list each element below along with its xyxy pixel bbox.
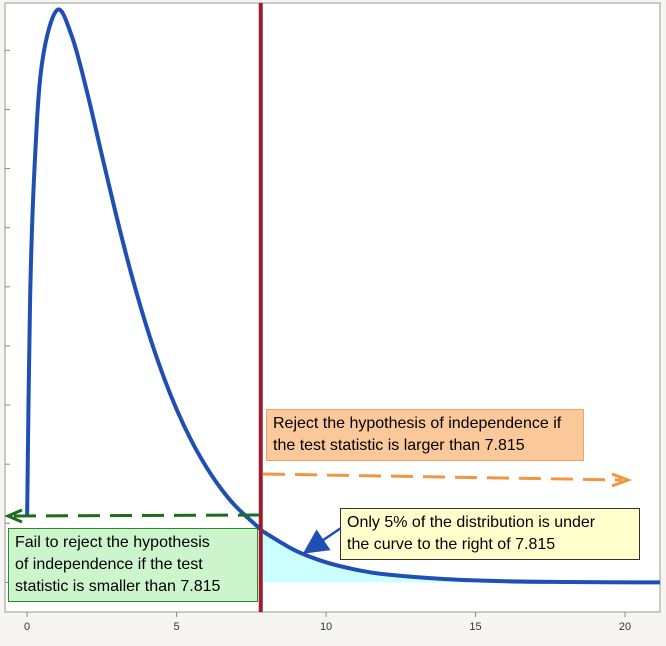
note-line: Only 5% of the distribution is under <box>347 514 596 531</box>
note-line: the test statistic is larger than 7.815 <box>273 437 525 454</box>
note-line: the curve to the right of 7.815 <box>347 536 556 553</box>
reject-arrow-head <box>611 472 633 488</box>
tail-area <box>260 529 660 583</box>
reject-note: Reject the hypothesis of independence if… <box>266 409 584 461</box>
x-tick-label: 10 <box>320 621 332 633</box>
fail-arrow-head <box>4 508 23 524</box>
x-tick-label: 20 <box>619 621 631 633</box>
note-line: Reject the hypothesis of independence if <box>273 415 562 432</box>
note-line: Fail to reject the hypothesis <box>15 534 210 551</box>
fail-arrow <box>11 513 261 518</box>
reject-arrow <box>262 472 623 482</box>
note-line: of independence if the test <box>15 556 203 573</box>
density-curve <box>25 7 660 585</box>
fail-note: Fail to reject the hypothesis of indepen… <box>8 528 258 602</box>
callout-note: Only 5% of the distribution is under the… <box>340 508 640 560</box>
note-line: statistic is smaller than 7.815 <box>15 578 221 595</box>
x-tick-label: 5 <box>174 621 180 633</box>
callout-arrow <box>302 524 345 554</box>
x-tick-label: 15 <box>469 621 481 633</box>
x-tick-label: 0 <box>24 621 30 633</box>
plot-layer <box>5 3 660 612</box>
